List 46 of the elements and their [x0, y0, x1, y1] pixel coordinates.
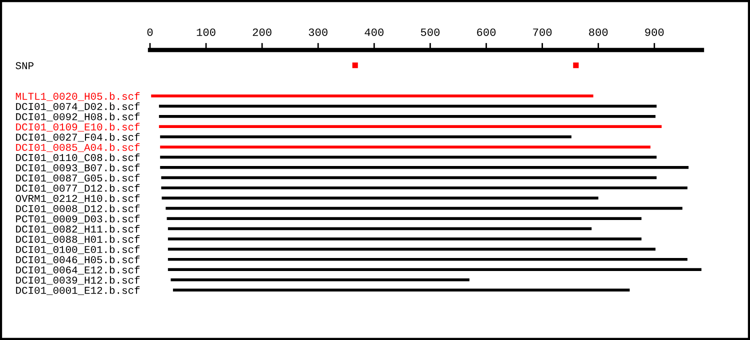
bar — [158, 114, 656, 118]
y-tick-label: MLTL1_0020_H05.b.scf — [16, 92, 140, 101]
y-tick-label: DCI01_0093_B07.b.scf — [16, 164, 140, 172]
y-tick-label: OVRM1_0212_H10.b.scf — [16, 194, 140, 203]
y-tick-label: DCI01_0046_H05.b.scf — [16, 256, 140, 264]
y-tick-label: DCI01_0085_A04.b.scf — [16, 143, 140, 152]
bar — [158, 104, 657, 108]
y-tick-label: DCI01_0092_H08.b.scf — [16, 112, 140, 122]
y-tick-label: DCI01_0088_H01.b.scf — [16, 235, 140, 244]
bar — [160, 146, 650, 148]
bar — [168, 268, 702, 272]
bar — [161, 186, 688, 190]
x-tick-label: 700 — [533, 28, 552, 36]
bar — [158, 125, 662, 128]
x-tick-label: 0 — [147, 28, 153, 36]
bar — [166, 217, 642, 220]
bar — [151, 94, 594, 98]
x-tick-label: 900 — [645, 28, 664, 36]
y-tick-label: DCI01_0074_D02.b.scf — [16, 102, 140, 112]
bar — [160, 166, 689, 169]
bar — [168, 238, 642, 240]
y-tick-label: DCI01_0008_D12.b.scf — [16, 204, 140, 214]
bar — [161, 176, 657, 180]
y-tick-label: DCI01_0001_E12.b.scf — [16, 286, 140, 295]
y-tick-label: PCT01_0009_D03.b.scf — [16, 214, 140, 224]
x-tick-label: 300 — [308, 28, 328, 36]
y-tick-label: DCI01_0077_D12.b.scf — [16, 184, 140, 193]
y-tick-label: DCI01_0109_E10.b.scf — [16, 122, 140, 132]
y-tick-label: DCI01_0027_F04.b.scf — [16, 133, 140, 142]
y-tick-label: DCI01_0082_H11.b.scf — [16, 224, 140, 234]
bar — [168, 258, 688, 261]
x-tick-label: 100 — [196, 28, 216, 36]
x-tick-label: 800 — [589, 28, 608, 36]
y-tick-label: DCI01_0110_C08.b.scf — [16, 153, 140, 162]
x-tick-label: 500 — [420, 28, 440, 36]
y-tick-label: DCI01_0087_G05.b.scf — [16, 174, 140, 183]
bar — [168, 248, 656, 251]
x-tick-label: 600 — [477, 28, 496, 36]
y-tick-label: DCI01_0064_E12.b.scf — [16, 266, 140, 274]
x-tick-label: 200 — [252, 28, 272, 36]
y-tick-label: SNP — [16, 62, 34, 70]
y-tick-label: DCI01_0039_H12.b.scf — [16, 276, 140, 285]
y-tick-label: DCI01_0100_E01.b.scf — [16, 245, 140, 254]
x-tick-label: 400 — [364, 28, 384, 36]
bar — [162, 196, 598, 200]
bar — [172, 288, 630, 292]
